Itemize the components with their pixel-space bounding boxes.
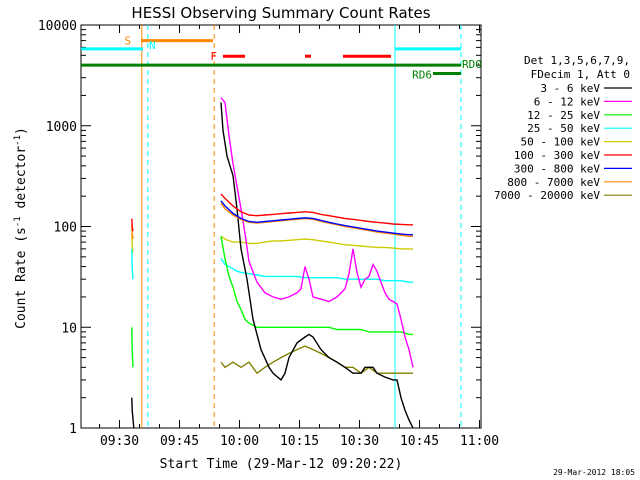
y-label-sup2: -1: [13, 135, 23, 146]
series-line-100-300-kev: [131, 218, 134, 232]
y-label-sup1: -1: [13, 216, 23, 227]
x-axis-label: Start Time (29-Mar-12 09:20:22): [160, 457, 403, 472]
flag-label-rd6: RD6: [412, 69, 432, 82]
flag-label-rd0: RD0: [462, 58, 482, 71]
series-line-800-7000-kev: [220, 202, 413, 238]
legend-label-3-6-kev: 3 - 6 keV: [540, 82, 600, 95]
plot-timestamp: 29-Mar-2012 18:05: [553, 468, 635, 477]
x-tick-label: 10:15: [280, 434, 319, 449]
plot-frame: [80, 24, 482, 429]
x-tick-label: 10:30: [340, 434, 379, 449]
y-label-main: Count Rate (s: [14, 227, 29, 329]
flag-label-f: F: [210, 50, 217, 63]
y-tick-label: 100: [54, 221, 77, 236]
flag-label-n: N: [149, 39, 156, 52]
plot-content: 09:30 09:45 10:00 10:15 10:30 10:45 11:00 1 10 10…: [38, 19, 632, 449]
flag-label-s: S: [124, 35, 131, 48]
series-line-6-12-kev: [220, 97, 414, 368]
legend-label-12-25-kev: 12 - 25 keV: [527, 109, 600, 122]
series-line-12-25-kev: [131, 327, 134, 368]
legend-label-25-50-kev: 25 - 50 keV: [527, 122, 600, 135]
series-line-100-300-kev: [220, 193, 413, 226]
legend-label-100-300-kev: 100 - 300 keV: [514, 149, 600, 162]
x-tick-label: 09:45: [160, 434, 199, 449]
legend-label-7000-20000-kev: 7000 - 20000 keV: [494, 189, 600, 202]
series-line-50-100-kev: [220, 235, 413, 250]
y-axis-label: Count Rate (s-1 detector-1): [13, 127, 29, 329]
y-tick-label: 1000: [46, 120, 77, 135]
y-label-end: ): [14, 127, 29, 135]
legend-header-decimation: FDecim 1, Att 0: [531, 68, 630, 81]
series-line-300-800-kev: [220, 200, 413, 236]
x-tick-label: 09:30: [100, 434, 139, 449]
x-tick-label: 11:00: [460, 434, 499, 449]
y-tick-label: 10: [61, 321, 77, 336]
y-tick-label: 1: [69, 422, 77, 437]
series-line-25-50-kev: [131, 248, 134, 280]
legend-label-800-7000-kev: 800 - 7000 keV: [507, 176, 600, 189]
series-line-3-6-kev: [131, 397, 135, 429]
legend-label-50-100-kev: 50 - 100 keV: [521, 136, 601, 149]
series-line-7000-20000-kev: [220, 345, 413, 375]
y-label-mid: detector: [14, 146, 29, 217]
legend-header-detectors: Det 1,3,5,6,7,9,: [524, 54, 630, 67]
chart-title: HESSI Observing Summary Count Rates: [131, 4, 430, 22]
series-line-50-100-kev: [131, 233, 134, 253]
y-tick-label: 10000: [38, 19, 77, 34]
x-tick-label: 10:00: [220, 434, 259, 449]
x-tick-label: 10:45: [400, 434, 439, 449]
series-line-12-25-kev: [220, 236, 413, 336]
legend-label-6-12-kev: 6 - 12 keV: [534, 95, 601, 108]
legend-label-300-800-kev: 300 - 800 keV: [514, 162, 600, 175]
series-line-3-6-kev: [220, 102, 414, 429]
